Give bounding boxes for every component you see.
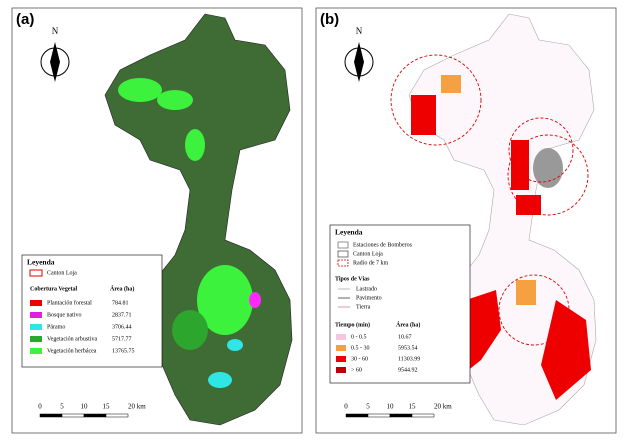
scale-label: 10 [387, 403, 395, 411]
north-label: N [356, 26, 363, 36]
legend-row-value: 2837.71 [112, 312, 132, 318]
legend-row-value: 11303.99 [398, 356, 420, 362]
radius-circles [390, 54, 589, 346]
legend-subtitle: Tipos de Vías [335, 276, 370, 282]
table-header: Área (ha) [110, 284, 134, 292]
swatch [30, 336, 42, 342]
legend-row-label: 30 - 60 [351, 356, 368, 362]
legend-item: Lastrado [356, 286, 377, 292]
scale-segment [105, 413, 129, 418]
panel-label: (a) [16, 11, 34, 28]
legend-row-value: 5953.54 [398, 345, 418, 351]
legend-row-label: 0.5 - 30 [351, 345, 370, 351]
scale-segment [389, 413, 413, 418]
legend-row-label: Bosque nativo [47, 312, 82, 318]
swatch [337, 259, 349, 267]
scale-label: 0 [38, 403, 42, 411]
north-arrow: N [344, 26, 374, 82]
panel-b: (b) N Leyenda Estaciones de Bomberos Canto… [315, 7, 617, 434]
swatch [336, 367, 346, 373]
scale-bar: 0 5 10 15 20 km [344, 403, 452, 418]
swatch [30, 300, 42, 306]
legend-item: Canton Loja [353, 251, 383, 257]
legend-row-value: 9544.92 [398, 367, 418, 373]
legend-row-value: 10.67 [398, 334, 412, 340]
legend-item: Pavimento [356, 295, 382, 301]
scale-bar: 0 5 10 15 20 km [38, 403, 146, 418]
legend: Leyenda Canton Loja Cobertura Vegetal Área … [21, 254, 163, 368]
swatch [337, 250, 349, 258]
swatch [29, 269, 43, 277]
legend-row-label: > 60 [351, 367, 362, 373]
legend-row-label: Plantación forestal [47, 299, 92, 306]
legend-row-value: 3706.44 [112, 324, 132, 330]
scale-segment [411, 413, 435, 418]
scale-label: 15 [409, 403, 417, 411]
legend-row-label: 0 - 0.5 [351, 334, 367, 340]
legend-title: Leyenda [335, 228, 363, 237]
scale-segment [345, 413, 369, 418]
legend-title: Leyenda [27, 258, 55, 267]
swatch [30, 348, 42, 354]
swatch [30, 324, 42, 330]
legend-row-value: 13765.75 [112, 348, 135, 354]
legend-item: Canton Loja [47, 270, 77, 276]
north-label: N [52, 26, 59, 36]
scale-label: 0 [344, 403, 348, 411]
legend-item: Tierra [356, 304, 371, 310]
swatch [336, 334, 346, 340]
swatch [336, 345, 346, 351]
legend-item: Estaciones de Bomberos [353, 242, 413, 248]
table-header: Cobertura Vegetal [30, 286, 77, 292]
scale-segment [61, 413, 85, 418]
legend-row-value: 5717.77 [112, 336, 132, 342]
scale-label: 5 [60, 403, 64, 411]
scale-label: 5 [366, 403, 370, 411]
scale-segment [367, 413, 391, 418]
panel-label: (b) [320, 11, 339, 28]
swatch [336, 356, 346, 362]
table-header: Área (ha) [396, 320, 420, 328]
scale-label: 15 [103, 403, 111, 411]
legend-row-label: Vegetación herbácea [47, 348, 97, 354]
legend-row-label: Páramo [47, 324, 65, 330]
vegetation-patches [118, 78, 261, 388]
legend-item: Radio de 7 km [353, 260, 388, 266]
legend: Leyenda Estaciones de Bomberos Canton Loja… [329, 224, 471, 384]
table-header: Tiempo (min) [335, 321, 370, 328]
scale-label: 10 [81, 403, 89, 411]
panel-a: (a) N Leyenda Canton Loja Cobertura Vegeta… [11, 7, 303, 434]
north-arrow: N [40, 26, 70, 82]
scale-segment [39, 413, 63, 418]
legend-row-value: 784.81 [112, 300, 129, 306]
scale-label: 20 km [434, 403, 452, 411]
swatch [30, 312, 42, 318]
legend-row-label: Vegetación arbustiva [47, 336, 97, 342]
swatch [337, 241, 349, 249]
scale-segment [83, 413, 107, 418]
scale-label: 20 km [128, 403, 146, 411]
